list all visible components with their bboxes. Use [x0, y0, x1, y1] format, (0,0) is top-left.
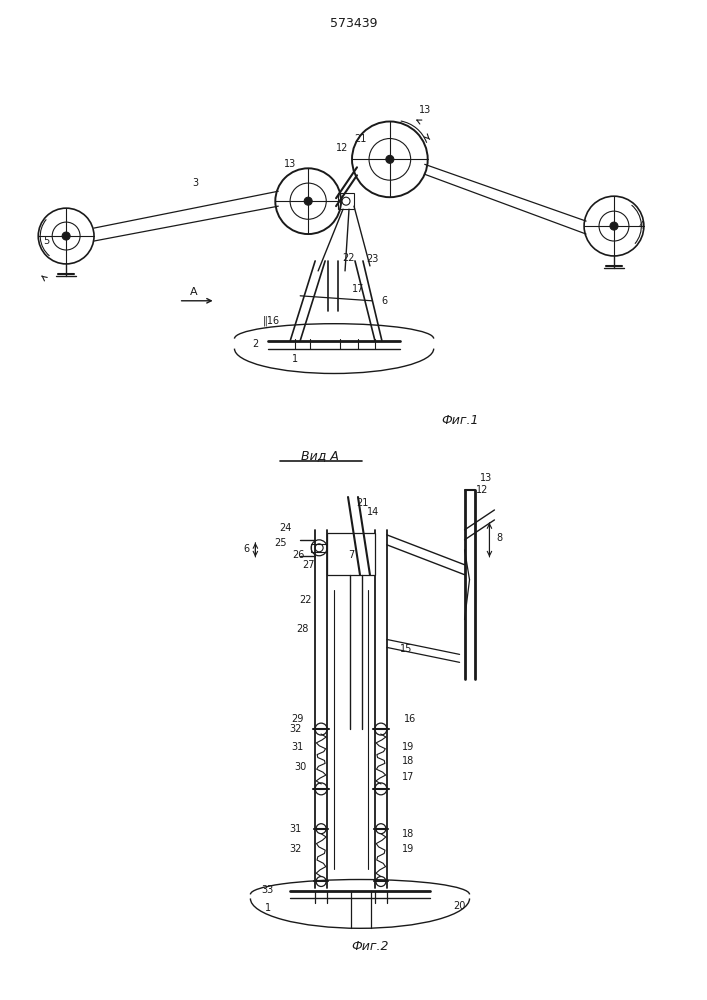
- Text: 2: 2: [252, 339, 259, 349]
- Bar: [311, 544, 327, 552]
- Text: 20: 20: [453, 901, 466, 911]
- Text: 8: 8: [496, 533, 503, 543]
- Text: 31: 31: [289, 824, 301, 834]
- Text: 12: 12: [477, 485, 489, 495]
- Text: А: А: [189, 287, 197, 297]
- Text: 30: 30: [294, 762, 306, 772]
- Text: 29: 29: [291, 714, 303, 724]
- Text: 23: 23: [367, 254, 379, 264]
- Text: Фиг.2: Фиг.2: [351, 940, 389, 953]
- Text: 14: 14: [367, 507, 379, 517]
- Text: 13: 13: [284, 159, 296, 169]
- Text: 12: 12: [336, 143, 349, 153]
- Bar: [327, 533, 375, 575]
- Text: 573439: 573439: [330, 17, 378, 30]
- Text: 16: 16: [404, 714, 416, 724]
- Text: 22: 22: [299, 595, 312, 605]
- Text: 6: 6: [382, 296, 388, 306]
- Text: 5: 5: [43, 236, 49, 246]
- Text: 33: 33: [261, 885, 274, 895]
- Text: 6: 6: [243, 544, 250, 554]
- Text: Фиг.1: Фиг.1: [441, 414, 479, 427]
- Text: 27: 27: [302, 560, 315, 570]
- Text: 21: 21: [356, 498, 368, 508]
- Circle shape: [386, 155, 394, 163]
- Text: 19: 19: [402, 742, 414, 752]
- Circle shape: [304, 197, 312, 205]
- Text: 1: 1: [292, 354, 298, 364]
- Text: 13: 13: [480, 473, 493, 483]
- Text: 19: 19: [402, 844, 414, 854]
- Text: 13: 13: [419, 105, 431, 115]
- Circle shape: [610, 222, 618, 230]
- Text: 1: 1: [265, 903, 271, 913]
- Text: 26: 26: [292, 550, 305, 560]
- Text: 7: 7: [348, 550, 354, 560]
- Text: 3: 3: [192, 178, 199, 188]
- Text: 18: 18: [402, 829, 414, 839]
- Text: 28: 28: [296, 624, 308, 634]
- Text: Вид А: Вид А: [301, 449, 339, 462]
- Text: 32: 32: [289, 724, 301, 734]
- Text: 21: 21: [354, 134, 366, 144]
- Text: 17: 17: [402, 772, 414, 782]
- Circle shape: [62, 232, 70, 240]
- Text: 24: 24: [279, 523, 291, 533]
- Text: 17: 17: [352, 284, 364, 294]
- Text: 15: 15: [399, 644, 412, 654]
- Text: 4: 4: [639, 221, 645, 231]
- Text: 25: 25: [274, 538, 286, 548]
- Text: 22: 22: [341, 253, 354, 263]
- Text: ‖16: ‖16: [263, 315, 280, 326]
- Text: 31: 31: [291, 742, 303, 752]
- Bar: [338, 193, 354, 209]
- Text: 32: 32: [289, 844, 301, 854]
- Text: 18: 18: [402, 756, 414, 766]
